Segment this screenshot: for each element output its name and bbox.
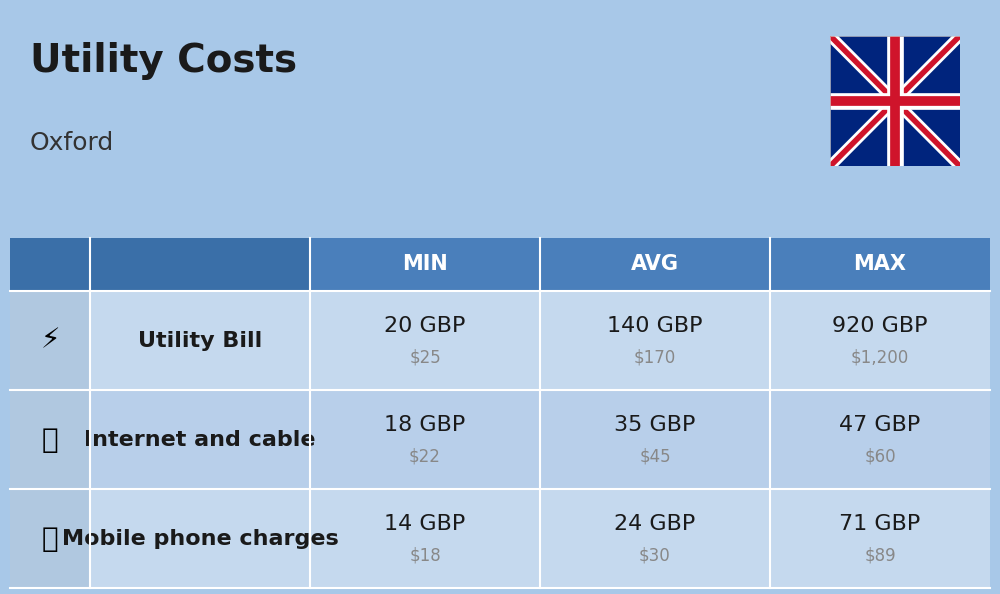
Text: Utility Costs: Utility Costs: [30, 42, 297, 80]
FancyBboxPatch shape: [10, 238, 990, 291]
FancyBboxPatch shape: [10, 390, 90, 489]
Text: $89: $89: [864, 546, 896, 564]
Text: Utility Bill: Utility Bill: [138, 330, 262, 350]
Text: 47 GBP: 47 GBP: [839, 415, 921, 435]
Text: Oxford: Oxford: [30, 131, 114, 154]
Text: 35 GBP: 35 GBP: [614, 415, 696, 435]
Text: $25: $25: [409, 348, 441, 366]
Text: 18 GBP: 18 GBP: [384, 415, 466, 435]
Text: MAX: MAX: [854, 254, 906, 274]
Text: Mobile phone charges: Mobile phone charges: [62, 529, 338, 549]
Text: 920 GBP: 920 GBP: [832, 315, 928, 336]
FancyBboxPatch shape: [10, 489, 990, 588]
FancyBboxPatch shape: [10, 489, 90, 588]
Text: 20 GBP: 20 GBP: [384, 315, 466, 336]
Text: 140 GBP: 140 GBP: [607, 315, 703, 336]
Polygon shape: [830, 36, 960, 166]
Text: $60: $60: [864, 447, 896, 465]
Text: $1,200: $1,200: [851, 348, 909, 366]
FancyBboxPatch shape: [10, 390, 990, 489]
FancyBboxPatch shape: [10, 291, 90, 390]
Text: 24 GBP: 24 GBP: [614, 514, 696, 534]
Text: $18: $18: [409, 546, 441, 564]
Text: 14 GBP: 14 GBP: [384, 514, 466, 534]
Text: ⚡: ⚡: [40, 327, 60, 355]
Text: $30: $30: [639, 546, 671, 564]
Text: AVG: AVG: [631, 254, 679, 274]
FancyBboxPatch shape: [10, 238, 310, 291]
Text: $22: $22: [409, 447, 441, 465]
FancyBboxPatch shape: [10, 291, 990, 390]
Text: Internet and cable: Internet and cable: [84, 429, 316, 450]
Text: $170: $170: [634, 348, 676, 366]
Text: 📱: 📱: [42, 525, 58, 552]
Text: 📡: 📡: [42, 425, 58, 454]
Text: 71 GBP: 71 GBP: [839, 514, 921, 534]
Text: MIN: MIN: [402, 254, 448, 274]
Text: $45: $45: [639, 447, 671, 465]
